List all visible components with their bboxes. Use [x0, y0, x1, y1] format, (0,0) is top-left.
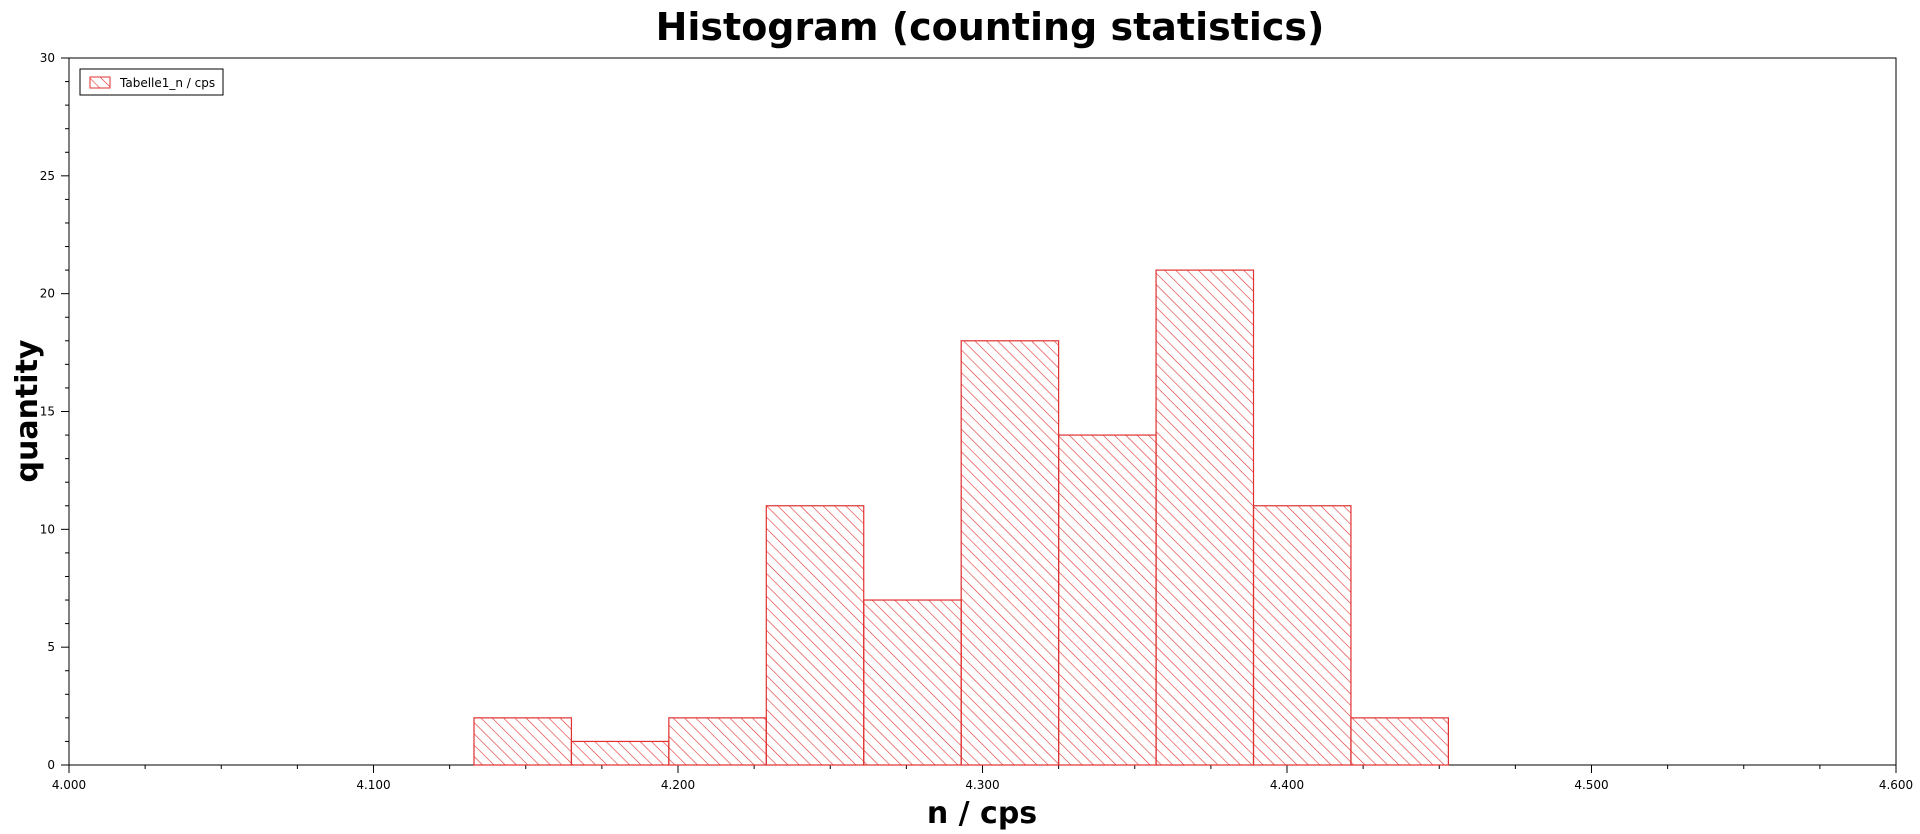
x-axis-label: n / cps	[927, 796, 1037, 831]
histogram-bar	[863, 599, 962, 766]
x-axis: 4.000 4.100 4.200 4.300 4.400 4.500 4.600	[52, 765, 1913, 792]
x-tick-label: 4.200	[661, 778, 695, 792]
legend-label: Tabelle1_n / cps	[119, 76, 215, 90]
y-tick-label: 0	[47, 758, 55, 772]
histogram-bar	[1252, 505, 1352, 766]
y-tick-label: 30	[40, 51, 55, 65]
y-axis-label: quantity	[10, 339, 45, 482]
x-tick-label: 4.100	[356, 778, 390, 792]
y-tick-label: 25	[40, 169, 55, 183]
y-tick-label: 10	[40, 522, 55, 536]
x-tick-label: 4.000	[52, 778, 86, 792]
x-tick-label: 4.600	[1879, 778, 1913, 792]
y-tick-label: 20	[40, 287, 55, 301]
y-tick-label: 15	[40, 405, 55, 419]
histogram-bars	[473, 269, 1449, 766]
histogram-bar	[1155, 269, 1255, 766]
histogram-bar	[668, 717, 767, 766]
x-tick-label: 4.400	[1270, 778, 1304, 792]
histogram-bar	[1350, 717, 1449, 766]
legend-swatch	[89, 76, 111, 89]
y-axis: 0 5 10 15 20 25 30	[40, 51, 69, 772]
histogram-bar	[570, 740, 670, 766]
histogram-bar	[473, 717, 573, 766]
x-tick-label: 4.300	[965, 778, 999, 792]
histogram-bar	[1058, 434, 1157, 766]
histogram-bar	[765, 505, 865, 766]
x-tick-label: 4.500	[1574, 778, 1608, 792]
histogram-bar	[960, 340, 1060, 766]
chart-title: Histogram (counting statistics)	[656, 5, 1325, 49]
legend: Tabelle1_n / cps	[79, 68, 224, 96]
y-tick-label: 5	[47, 640, 55, 654]
